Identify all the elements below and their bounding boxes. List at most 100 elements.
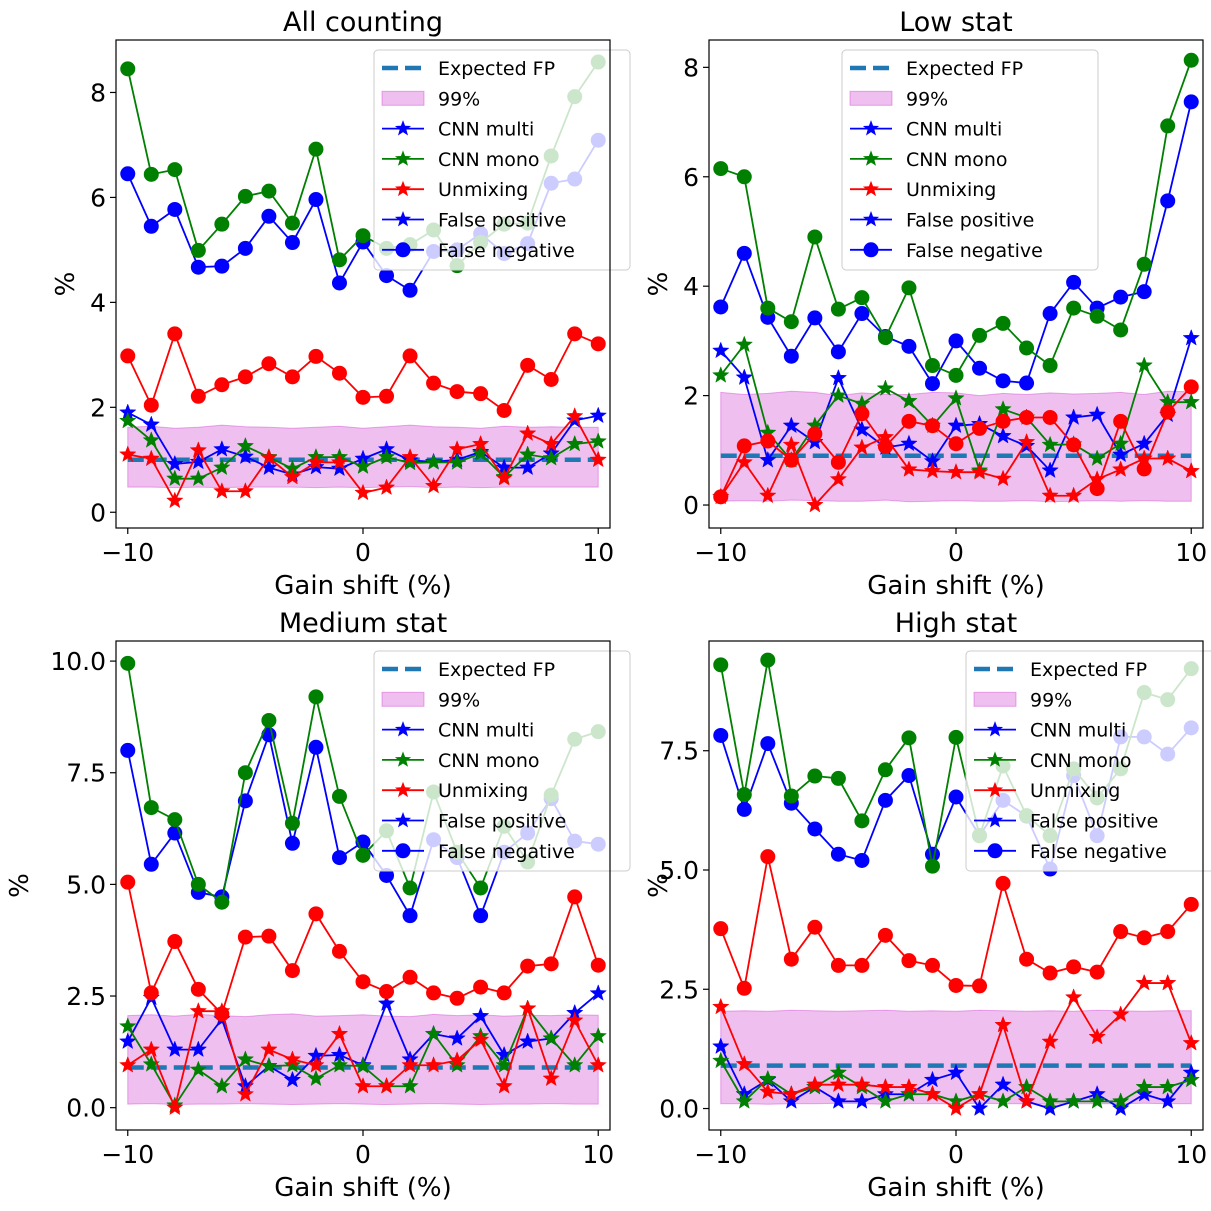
legend-handle-band	[381, 90, 425, 106]
legend-entry-label: False positive	[438, 210, 566, 232]
data-point-star	[1064, 1092, 1083, 1109]
data-point-star	[1182, 461, 1200, 479]
data-point-star	[119, 1032, 137, 1050]
data-point-circle	[830, 846, 846, 862]
data-point-circle	[1066, 300, 1082, 316]
x-tick-label: −10	[101, 538, 154, 567]
x-axis-label: Gain shift (%)	[274, 571, 451, 601]
legend-entry-label: False positive	[906, 210, 1034, 232]
data-point-circle	[237, 240, 253, 256]
data-point-circle	[972, 420, 988, 436]
data-point-circle	[214, 377, 230, 393]
data-point-star	[354, 1056, 372, 1074]
data-point-circle	[1089, 481, 1105, 497]
data-point-circle	[1019, 409, 1035, 425]
data-point-star	[589, 406, 607, 424]
data-point-star	[565, 434, 584, 452]
data-point-circle	[807, 919, 823, 935]
data-point-circle	[924, 957, 940, 973]
data-point-circle	[190, 242, 206, 258]
data-point-star	[166, 454, 184, 472]
data-point-star	[1111, 1092, 1130, 1109]
data-point-circle	[854, 406, 870, 422]
data-point-star	[712, 1037, 730, 1054]
data-point-circle	[948, 729, 964, 745]
legend-handle-circle	[395, 242, 411, 258]
data-point-circle	[331, 788, 347, 804]
data-point-star	[900, 460, 918, 477]
data-point-circle	[261, 712, 277, 728]
data-point-circle	[736, 169, 752, 185]
legend-handle-star	[986, 781, 1004, 798]
data-point-circle	[854, 290, 870, 306]
data-point-circle	[1160, 404, 1176, 420]
data-point-star	[853, 1092, 871, 1109]
data-point-star	[1041, 435, 1059, 453]
data-point-star	[377, 1077, 396, 1094]
data-point-star	[1182, 1033, 1200, 1051]
legend-box	[373, 49, 631, 271]
data-point-star	[735, 335, 754, 353]
data-point-star	[712, 341, 730, 359]
legend-entry-label: Unmixing	[438, 780, 528, 802]
data-point-circle	[1136, 256, 1152, 272]
y-tick-label: 10.0	[50, 647, 106, 676]
data-point-star	[1158, 973, 1177, 991]
legend-handle-band	[849, 90, 893, 106]
data-point-star	[712, 997, 730, 1015]
legend: Expected FP 99% CNN multi CNN mono Unmixing F…	[841, 49, 1099, 271]
data-point-circle	[713, 657, 729, 673]
data-point-star	[119, 445, 137, 462]
data-point-circle	[567, 326, 583, 342]
data-point-star	[142, 1040, 161, 1058]
legend-handle-circle	[987, 843, 1003, 859]
data-point-circle	[1183, 94, 1199, 110]
data-point-circle	[1042, 306, 1058, 322]
data-point-circle	[854, 852, 870, 868]
legend-entry-label: CNN multi	[438, 119, 534, 141]
chart-panel: Expected FP 99% CNN multi CNN mono Unmixing F…	[5, 608, 631, 1203]
data-point-circle	[877, 330, 893, 346]
y-tick-label: 2.5	[66, 982, 106, 1011]
data-point-circle	[736, 980, 752, 996]
data-point-star	[900, 434, 918, 452]
legend-handle-star	[862, 150, 880, 166]
data-point-circle	[783, 788, 799, 804]
data-point-star	[735, 368, 754, 386]
data-point-star	[471, 444, 490, 461]
y-axis-label: %	[644, 873, 674, 898]
data-point-circle	[308, 348, 324, 364]
legend-entry-label: Expected FP	[906, 58, 1023, 80]
data-point-circle	[379, 268, 395, 284]
data-point-star	[923, 1070, 942, 1088]
data-point-circle	[143, 218, 159, 234]
data-point-star	[782, 435, 801, 453]
data-point-star	[1041, 486, 1059, 504]
x-tick-label: 10	[1175, 538, 1207, 567]
data-point-circle	[736, 245, 752, 261]
data-point-circle	[473, 908, 489, 924]
legend-entry-label: False negative	[438, 841, 575, 863]
data-point-star	[876, 1077, 895, 1095]
data-point-star	[518, 1032, 537, 1050]
legend-handle-star	[862, 120, 880, 136]
y-tick-label: 8	[90, 78, 106, 107]
data-point-circle	[807, 229, 823, 245]
data-point-star	[401, 1056, 419, 1073]
data-point-circle	[1019, 340, 1035, 356]
data-point-star	[1182, 392, 1200, 410]
data-point-star	[542, 448, 560, 466]
x-axis-label: Gain shift (%)	[867, 571, 1044, 601]
data-point-star	[565, 1056, 584, 1073]
data-point-circle	[1113, 289, 1129, 305]
data-point-circle	[807, 426, 823, 442]
data-point-circle	[167, 201, 183, 217]
data-point-star	[994, 426, 1012, 444]
x-tick-label: 0	[355, 1140, 371, 1169]
y-axis-label: %	[5, 873, 35, 898]
data-point-star	[166, 1040, 184, 1058]
data-point-circle	[995, 413, 1011, 429]
data-point-circle	[877, 438, 893, 454]
data-point-circle	[783, 951, 799, 967]
data-point-circle	[948, 333, 964, 349]
